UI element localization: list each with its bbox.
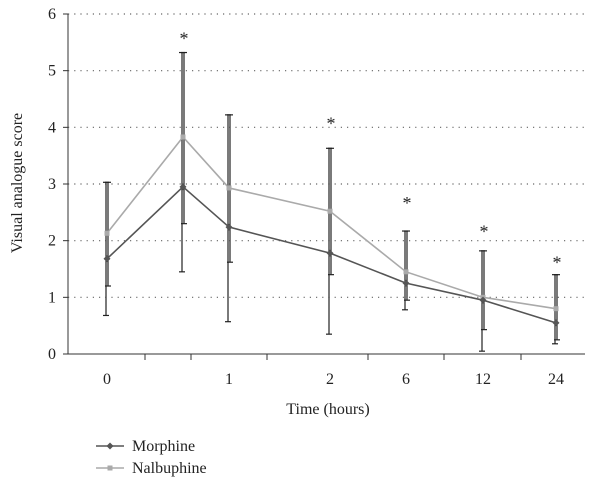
legend-marker-morphine <box>106 442 114 450</box>
legend-marker-nalbuphine <box>107 465 113 471</box>
x-tick-label: 24 <box>548 371 564 388</box>
error-bars <box>103 51 560 352</box>
significance-star: * <box>180 29 189 49</box>
y-tick-label: 2 <box>48 233 56 250</box>
significance-star: * <box>480 221 489 241</box>
x-axis-title: Time (hours) <box>286 401 369 418</box>
y-tick-label: 6 <box>48 6 56 23</box>
data-point-morphine <box>402 279 410 287</box>
y-tick-label: 0 <box>48 346 56 363</box>
data-point-morphine <box>179 183 187 191</box>
y-tick-label: 3 <box>48 176 56 193</box>
significance-star: * <box>553 253 562 273</box>
data-point-morphine <box>326 249 334 257</box>
x-tick-label: 2 <box>326 371 334 388</box>
y-axis-title: Visual analogue score <box>9 113 26 253</box>
significance-star: * <box>327 114 336 134</box>
data-point-nalbuphine <box>403 269 409 275</box>
x-tick-label: 6 <box>402 371 410 388</box>
y-tick-label: 5 <box>48 63 56 80</box>
significance-markers: * * * * * <box>180 29 562 273</box>
data-point-morphine <box>103 255 111 263</box>
y-tick-label: 4 <box>48 119 56 136</box>
data-point-morphine <box>552 319 560 327</box>
data-point-morphine <box>225 223 233 231</box>
x-tick-label: 0 <box>103 371 111 388</box>
significance-star: * <box>403 193 412 213</box>
data-point-morphine <box>479 296 487 304</box>
x-tick-label: 1 <box>225 371 233 388</box>
data-point-nalbuphine <box>104 230 110 236</box>
gridlines <box>68 13 585 298</box>
legend-label-nalbuphine: Nalbuphine <box>132 460 207 477</box>
data-point-nalbuphine <box>553 306 559 312</box>
y-tick-label: 1 <box>48 289 56 306</box>
legend: Morphine Nalbuphine <box>96 438 207 477</box>
series-lines <box>103 134 560 327</box>
data-point-nalbuphine <box>226 185 232 191</box>
legend-label-morphine: Morphine <box>132 438 195 455</box>
x-tick-label: 12 <box>475 371 491 388</box>
data-point-nalbuphine <box>180 134 186 140</box>
data-point-nalbuphine <box>327 208 333 214</box>
